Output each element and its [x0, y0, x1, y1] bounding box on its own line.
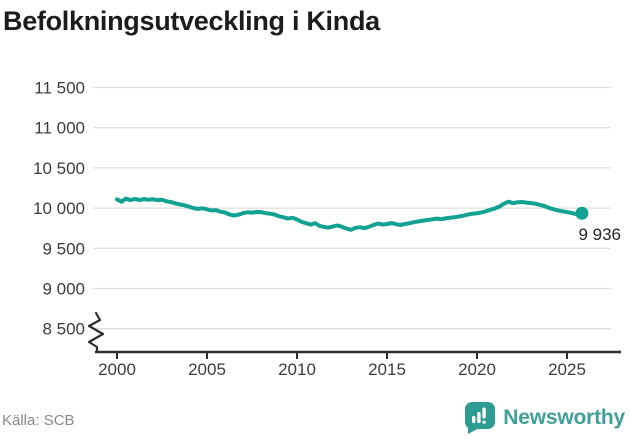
x-tick-label: 2005: [188, 360, 226, 379]
x-tick-label: 2010: [278, 360, 316, 379]
y-tick-label: 11 500: [34, 79, 85, 98]
x-tick-label: 2020: [458, 360, 496, 379]
exclamation-dot: [482, 420, 487, 424]
x-tick-label: 2025: [548, 360, 586, 379]
chart-title: Befolkningsutveckling i Kinda: [3, 6, 380, 36]
bar-small: [472, 416, 476, 423]
y-tick-label: 9 500: [42, 239, 85, 258]
y-tick-label: 10 000: [33, 199, 85, 218]
newsworthy-logo[interactable]: Newsworthy: [464, 401, 625, 435]
end-value-label: 9 936: [578, 225, 621, 244]
exclamation-stem: [482, 407, 487, 419]
y-tick-label: 10 500: [33, 159, 85, 178]
y-tick-label: 8 500: [42, 320, 85, 339]
newsworthy-wordmark: Newsworthy: [503, 406, 625, 429]
source-caption: Källa: SCB: [2, 412, 75, 429]
x-tick-label: 2000: [98, 360, 136, 379]
line-chart: 11 500 11 000 10 500 10 000 9 500 9 000 8 500 2…: [33, 79, 621, 379]
y-tick-label: 11 000: [34, 119, 85, 138]
bar-medium: [477, 412, 481, 423]
newsworthy-icon: [465, 402, 496, 434]
y-axis-break-icon: [87, 311, 105, 353]
population-line: [115, 196, 584, 232]
y-tick-label: 9 000: [42, 280, 85, 299]
x-tick-label: 2015: [368, 360, 406, 379]
end-point-marker: [575, 206, 589, 220]
